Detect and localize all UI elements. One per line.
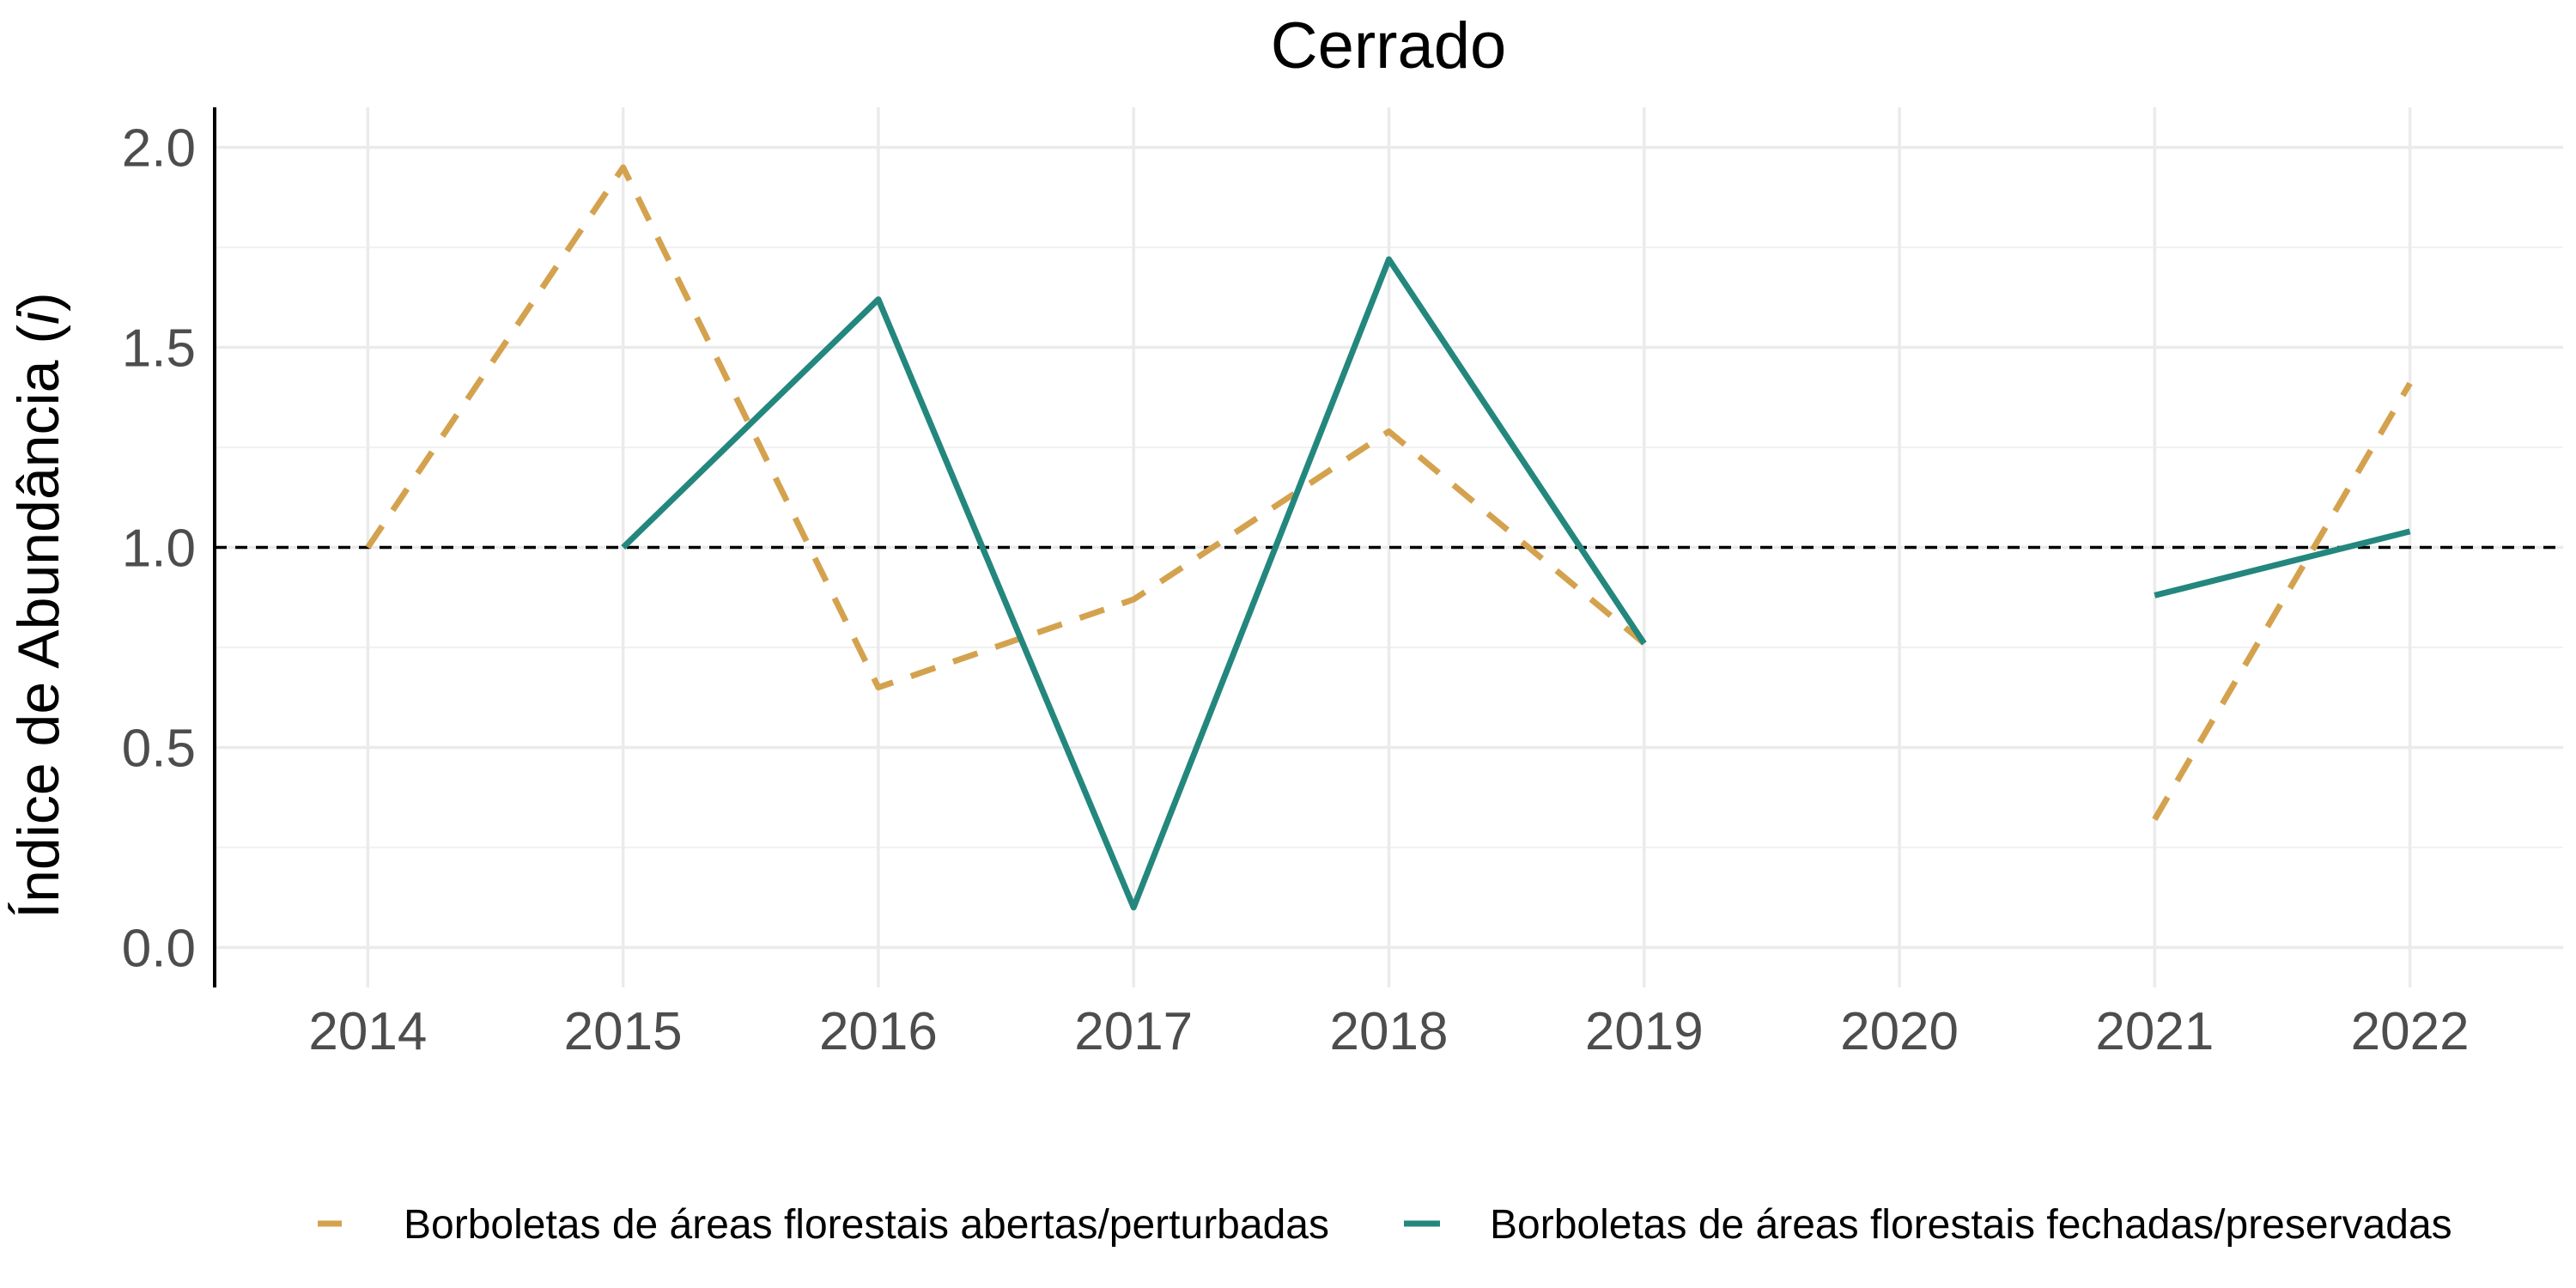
x-tick-label: 2019 — [1585, 1002, 1704, 1061]
legend-label-1: Borboletas de áreas florestais abertas/p… — [404, 1202, 1329, 1248]
series-line-1 — [2152, 381, 2413, 822]
x-tick-label: 2017 — [1074, 1002, 1193, 1061]
x-tick-label: 2022 — [2351, 1002, 2470, 1061]
y-axis-label-italic: i — [6, 310, 71, 325]
y-axis-label-prefix: Índice de Abundância ( — [6, 325, 71, 919]
series-line-2 — [621, 256, 1647, 911]
x-tick-label: 2015 — [564, 1002, 683, 1061]
chart-title: Cerrado — [1271, 9, 1507, 82]
x-tick-label: 2020 — [1840, 1002, 1959, 1061]
x-ticks: 2014 2015 2016 2017 2018 2019 2020 2021 2022 — [308, 1002, 2469, 1061]
series-line-2 — [2154, 528, 2411, 598]
legend: Borboletas de áreas florestais abertas/p… — [318, 1202, 2452, 1248]
y-axis-label-suffix: ) — [6, 292, 71, 312]
y-ticks: 0.0 0.5 1.0 1.5 2.0 — [122, 119, 196, 979]
y-tick-label: 0.5 — [122, 719, 196, 778]
y-tick-label: 1.0 — [122, 519, 196, 579]
x-tick-label: 2016 — [819, 1002, 938, 1061]
y-tick-label: 0.0 — [122, 919, 196, 978]
series-line-1 — [365, 164, 1647, 691]
series-group — [365, 164, 2413, 911]
y-axis-label: Índice de Abundância (i) — [6, 292, 71, 919]
x-tick-label: 2021 — [2095, 1002, 2214, 1061]
y-tick-label: 1.5 — [122, 319, 196, 379]
legend-label-2: Borboletas de áreas florestais fechadas/… — [1490, 1202, 2452, 1248]
y-tick-label: 2.0 — [122, 119, 196, 179]
x-tick-label: 2018 — [1330, 1002, 1449, 1061]
x-tick-label: 2014 — [308, 1002, 427, 1061]
